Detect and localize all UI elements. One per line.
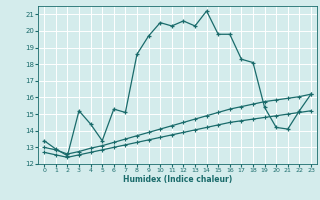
X-axis label: Humidex (Indice chaleur): Humidex (Indice chaleur) (123, 175, 232, 184)
